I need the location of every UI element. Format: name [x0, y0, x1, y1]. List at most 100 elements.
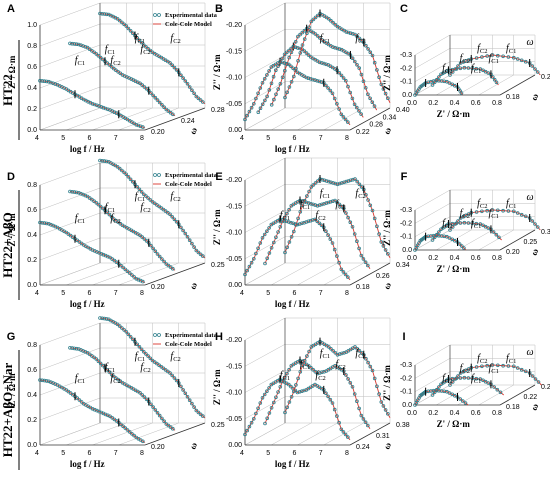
data-point: [146, 196, 150, 200]
data-point: [335, 102, 339, 106]
depth-tick-label: 0.30: [541, 229, 550, 236]
legend: Experimental data Cole-Cole Model: [153, 332, 218, 348]
x-tick-label: 0.6: [471, 100, 481, 107]
gridline: [244, 344, 286, 367]
x-tick-label: 6: [293, 450, 297, 457]
y-tick-label: 0.4: [27, 392, 37, 399]
model-line: [284, 341, 391, 419]
data-point: [480, 364, 484, 369]
data-point: [329, 180, 333, 185]
data-point: [464, 368, 468, 373]
data-point: [120, 326, 124, 330]
y-tick-label: 0.00: [228, 442, 242, 449]
data-point: [313, 32, 318, 36]
data-point: [293, 39, 298, 44]
frequency-annotation: fC1: [471, 63, 481, 75]
data-point: [344, 179, 349, 184]
data-point: [340, 351, 344, 356]
data-point: [345, 275, 350, 279]
data-point: [101, 206, 105, 211]
data-point: [138, 233, 142, 238]
data-point: [287, 240, 292, 244]
data-point: [346, 215, 350, 220]
frequency-annotation: fC1: [320, 188, 330, 200]
data-point: [317, 60, 322, 65]
model-line: [39, 222, 146, 283]
legend-label-model: Cole-Cole Model: [165, 21, 212, 28]
data-point: [450, 392, 455, 397]
data-point: [368, 96, 372, 101]
data-point: [258, 106, 263, 110]
data-point: [339, 267, 344, 272]
data-point: [453, 67, 458, 71]
data-point: [102, 316, 107, 321]
data-point: [305, 194, 309, 198]
data-point: [315, 79, 320, 83]
gridline: [39, 212, 101, 236]
data-point: [198, 98, 203, 102]
data-point: [329, 346, 333, 351]
model-line: [257, 45, 364, 118]
y-tick-label: 0.00: [228, 282, 242, 289]
model-line: [39, 80, 146, 129]
data-point: [272, 97, 276, 102]
legend-label-experimental: Experimental data: [165, 332, 218, 339]
data-point: [332, 407, 337, 412]
depth-tick-label: 0.18: [506, 404, 520, 411]
frequency-annotation: fC1: [280, 210, 290, 222]
data-point: [437, 230, 441, 234]
data-point: [287, 400, 292, 404]
frequency-annotation: fC2: [140, 44, 150, 56]
y-tick-label: 0.2: [27, 417, 37, 424]
data-point: [501, 208, 505, 213]
data-point: [474, 210, 479, 214]
data-point: [249, 260, 254, 265]
frequency-annotation: fC2: [460, 208, 470, 220]
data-point: [104, 317, 109, 321]
data-point: [140, 235, 145, 239]
data-point: [271, 400, 276, 405]
y-axis-label: Z' / Ω·m: [7, 213, 17, 247]
data-point: [366, 360, 370, 365]
data-point: [474, 66, 479, 71]
data-point: [458, 221, 463, 225]
data-point: [317, 221, 322, 226]
data-point: [345, 120, 350, 124]
data-point: [131, 337, 135, 342]
data-point: [448, 228, 452, 232]
legend-label-model: Cole-Cole Model: [165, 181, 212, 188]
depth-tick-label: 0.18: [506, 94, 520, 101]
data-point: [492, 385, 496, 389]
data-point: [280, 75, 285, 80]
x-tick-label: 8: [345, 450, 349, 457]
data-point: [260, 236, 265, 240]
data-point: [117, 166, 122, 171]
x-tick-label: 6: [293, 290, 297, 297]
data-point: [243, 117, 247, 122]
data-point: [359, 38, 364, 43]
data-point: [263, 421, 267, 426]
data-point: [458, 371, 463, 375]
data-point: [533, 67, 537, 71]
data-point: [490, 53, 495, 57]
data-point: [383, 91, 388, 96]
frequency-annotation: fC2: [110, 373, 120, 385]
data-point: [128, 177, 133, 182]
data-point: [375, 384, 379, 389]
y-tick-label: -0.2: [400, 220, 412, 227]
frequency-annotation: fC2: [477, 43, 487, 55]
depth-axis: [499, 229, 536, 251]
data-point: [171, 112, 175, 117]
data-point: [286, 220, 291, 224]
data-point: [254, 251, 258, 256]
data-point: [285, 405, 290, 410]
data-point: [174, 378, 179, 383]
data-point: [515, 57, 520, 61]
data-point: [276, 64, 280, 68]
data-point: [348, 31, 353, 36]
data-point: [485, 208, 490, 213]
data-point: [330, 401, 335, 405]
data-point: [366, 198, 370, 202]
data-point: [350, 225, 355, 229]
legend-marker-data: [153, 13, 157, 17]
